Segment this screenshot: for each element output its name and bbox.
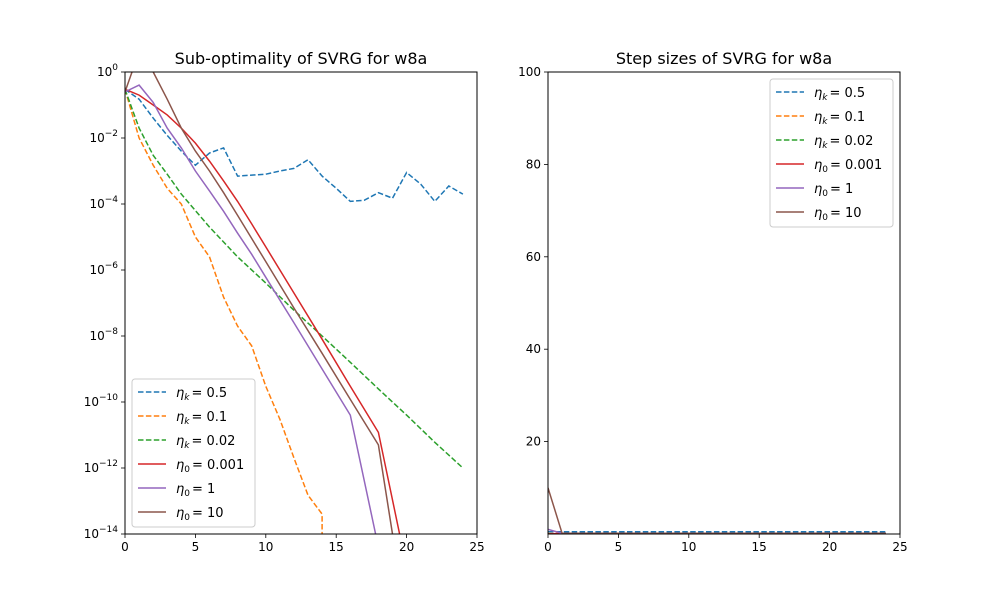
legend-label: η0 = 10 — [176, 506, 224, 523]
axes-frame — [547, 71, 901, 535]
axes-frame — [124, 71, 478, 535]
legend-label: η0 = 0.001 — [176, 458, 244, 475]
x-tick-label: 5 — [192, 540, 200, 554]
y-tick-label: 10−2 — [89, 129, 118, 145]
series-line-0-0-001 — [125, 88, 401, 534]
y-tick-label: 10−4 — [89, 195, 118, 211]
x-tick-label: 25 — [469, 540, 484, 554]
x-tick-label: 15 — [329, 540, 344, 554]
y-tick-label: 80 — [526, 157, 541, 171]
legend: ηk = 0.5 ηk = 0.1 ηk = 0.02 η0 = 0.001 η0 = 1 η0 = … — [131, 378, 256, 528]
legend-label: ηk = 0.5 — [176, 386, 227, 403]
suboptimality-chart: Sub-optimality of SVRG for w8a 0 5 10 15 20 2… — [84, 49, 485, 554]
x-tick-label: 20 — [822, 540, 837, 554]
legend-label: ηk = 0.02 — [814, 134, 873, 151]
step-sizes-chart: Step sizes of SVRG for w8a 0 5 10 15 20 25 20… — [518, 49, 908, 554]
x-tick-label: 0 — [121, 540, 129, 554]
legend-box — [131, 378, 256, 528]
x-tick-label: 10 — [258, 540, 273, 554]
y-tick-label: 10−12 — [84, 459, 118, 475]
series-line-0-1 — [125, 84, 377, 534]
series-line-0-10 — [548, 487, 886, 534]
y-tick-label: 20 — [526, 435, 541, 449]
legend: ηk = 0.5 ηk = 0.1 ηk = 0.02 η0 = 0.001 η0 = 1 η0 = … — [769, 78, 894, 228]
legend-box — [769, 78, 894, 228]
y-tick-label: 10−14 — [84, 525, 119, 541]
legend-label: η0 = 1 — [814, 182, 853, 199]
chart-title: Sub-optimality of SVRG for w8a — [175, 49, 428, 68]
x-tick-label: 25 — [892, 540, 907, 554]
legend-label: ηk = 0.1 — [176, 410, 227, 427]
y-tick-label: 10−8 — [89, 327, 118, 343]
x-tick-label: 10 — [681, 540, 696, 554]
x-tick-label: 0 — [544, 540, 552, 554]
x-tick-label: 5 — [615, 540, 623, 554]
y-axis: 20 40 60 80 100 — [518, 65, 548, 449]
series-line-k-0-5 — [125, 88, 464, 203]
x-axis: 0 5 10 15 20 25 — [121, 534, 485, 554]
y-tick-label: 40 — [526, 342, 541, 356]
chart-title: Step sizes of SVRG for w8a — [616, 49, 832, 68]
plot-area — [125, 72, 464, 534]
y-tick-label: 60 — [526, 250, 541, 264]
x-tick-label: 20 — [399, 540, 414, 554]
y-tick-label: 100 — [97, 63, 118, 79]
y-axis: 100 10−2 10−4 10−6 10−8 10−10 10−12 10−14 — [84, 63, 125, 541]
legend-label: η0 = 1 — [176, 482, 215, 499]
series-line-k-0-1 — [125, 89, 323, 534]
y-tick-label: 10−10 — [84, 393, 119, 409]
legend-label: ηk = 0.5 — [814, 86, 865, 103]
y-tick-label: 100 — [518, 65, 541, 79]
x-axis: 0 5 10 15 20 25 — [544, 534, 908, 554]
legend-label: η0 = 10 — [814, 206, 862, 223]
y-tick-label: 10−6 — [89, 261, 118, 277]
series-line-k-0-02 — [125, 89, 464, 469]
series-line-0-10 — [125, 72, 394, 534]
x-tick-label: 15 — [752, 540, 767, 554]
legend-label: ηk = 0.02 — [176, 434, 235, 451]
legend-label: η0 = 0.001 — [814, 158, 882, 175]
legend-label: ηk = 0.1 — [814, 110, 865, 127]
